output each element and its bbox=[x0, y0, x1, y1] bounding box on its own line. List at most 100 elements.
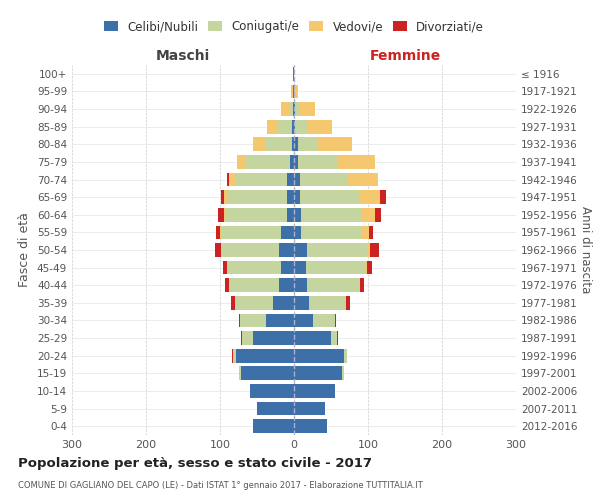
Bar bbox=[233, 349, 236, 362]
Bar bbox=[294, 402, 325, 415]
Bar bbox=[342, 366, 344, 380]
Bar bbox=[298, 138, 319, 151]
Bar bbox=[365, 260, 367, 274]
Bar bbox=[348, 172, 377, 186]
Bar bbox=[231, 296, 235, 310]
Bar bbox=[235, 172, 287, 186]
Bar bbox=[294, 366, 342, 380]
Bar bbox=[338, 155, 376, 169]
Bar bbox=[294, 208, 301, 222]
Bar bbox=[294, 226, 301, 239]
Bar bbox=[227, 260, 281, 274]
Text: Maschi: Maschi bbox=[156, 49, 210, 63]
Text: Femmine: Femmine bbox=[370, 49, 440, 63]
Bar bbox=[294, 84, 298, 98]
Bar bbox=[278, 120, 292, 134]
Bar bbox=[360, 278, 364, 292]
Bar bbox=[295, 102, 299, 116]
Bar bbox=[294, 102, 295, 116]
Bar bbox=[376, 208, 382, 222]
Bar bbox=[331, 331, 337, 345]
Bar bbox=[273, 296, 294, 310]
Bar bbox=[346, 296, 349, 310]
Bar bbox=[227, 190, 287, 204]
Bar bbox=[239, 366, 241, 380]
Bar bbox=[359, 278, 360, 292]
Bar bbox=[292, 138, 294, 151]
Bar bbox=[220, 226, 221, 239]
Bar bbox=[298, 155, 338, 169]
Bar bbox=[294, 278, 307, 292]
Bar bbox=[293, 67, 294, 80]
Bar bbox=[266, 138, 292, 151]
Bar bbox=[294, 138, 298, 151]
Bar bbox=[287, 208, 294, 222]
Y-axis label: Fasce di età: Fasce di età bbox=[19, 212, 31, 288]
Bar bbox=[294, 296, 309, 310]
Bar bbox=[241, 366, 294, 380]
Bar bbox=[281, 102, 289, 116]
Bar bbox=[294, 155, 298, 169]
Text: COMUNE DI GAGLIANO DEL CAPO (LE) - Dati ISTAT 1° gennaio 2017 - Elaborazione TUT: COMUNE DI GAGLIANO DEL CAPO (LE) - Dati … bbox=[18, 480, 423, 490]
Bar bbox=[289, 102, 293, 116]
Bar bbox=[306, 260, 365, 274]
Bar bbox=[313, 314, 335, 328]
Bar bbox=[225, 278, 229, 292]
Bar bbox=[253, 420, 294, 433]
Bar bbox=[237, 155, 246, 169]
Bar bbox=[217, 226, 220, 239]
Bar bbox=[229, 278, 279, 292]
Bar bbox=[370, 243, 379, 257]
Bar bbox=[221, 226, 281, 239]
Bar bbox=[287, 172, 294, 186]
Bar bbox=[235, 296, 273, 310]
Bar bbox=[367, 243, 370, 257]
Bar bbox=[294, 243, 307, 257]
Bar bbox=[226, 208, 287, 222]
Bar bbox=[307, 243, 367, 257]
Bar bbox=[266, 314, 294, 328]
Y-axis label: Anni di nascita: Anni di nascita bbox=[578, 206, 592, 294]
Bar bbox=[279, 243, 294, 257]
Bar bbox=[300, 172, 348, 186]
Bar bbox=[236, 349, 294, 362]
Bar bbox=[307, 278, 359, 292]
Bar bbox=[291, 84, 293, 98]
Bar bbox=[367, 260, 373, 274]
Bar bbox=[294, 172, 300, 186]
Bar bbox=[294, 190, 300, 204]
Bar bbox=[294, 384, 335, 398]
Bar bbox=[281, 260, 294, 274]
Bar bbox=[362, 208, 376, 222]
Bar bbox=[294, 120, 295, 134]
Bar bbox=[257, 402, 294, 415]
Bar bbox=[361, 226, 370, 239]
Bar bbox=[292, 120, 294, 134]
Bar bbox=[295, 120, 307, 134]
Bar bbox=[224, 190, 227, 204]
Bar bbox=[294, 260, 306, 274]
Bar bbox=[344, 349, 347, 362]
Bar bbox=[241, 331, 242, 345]
Bar bbox=[380, 190, 386, 204]
Bar bbox=[223, 260, 227, 274]
Bar bbox=[294, 314, 313, 328]
Bar bbox=[246, 155, 290, 169]
Bar bbox=[279, 278, 294, 292]
Bar bbox=[215, 243, 221, 257]
Bar bbox=[293, 102, 294, 116]
Bar bbox=[250, 384, 294, 398]
Bar bbox=[359, 190, 380, 204]
Bar bbox=[221, 243, 279, 257]
Bar bbox=[232, 349, 233, 362]
Bar bbox=[301, 208, 362, 222]
Bar bbox=[221, 190, 224, 204]
Bar bbox=[287, 190, 294, 204]
Bar bbox=[268, 120, 278, 134]
Bar bbox=[319, 138, 352, 151]
Bar bbox=[227, 172, 229, 186]
Bar bbox=[299, 102, 316, 116]
Bar bbox=[290, 155, 294, 169]
Bar bbox=[253, 331, 294, 345]
Bar bbox=[307, 120, 332, 134]
